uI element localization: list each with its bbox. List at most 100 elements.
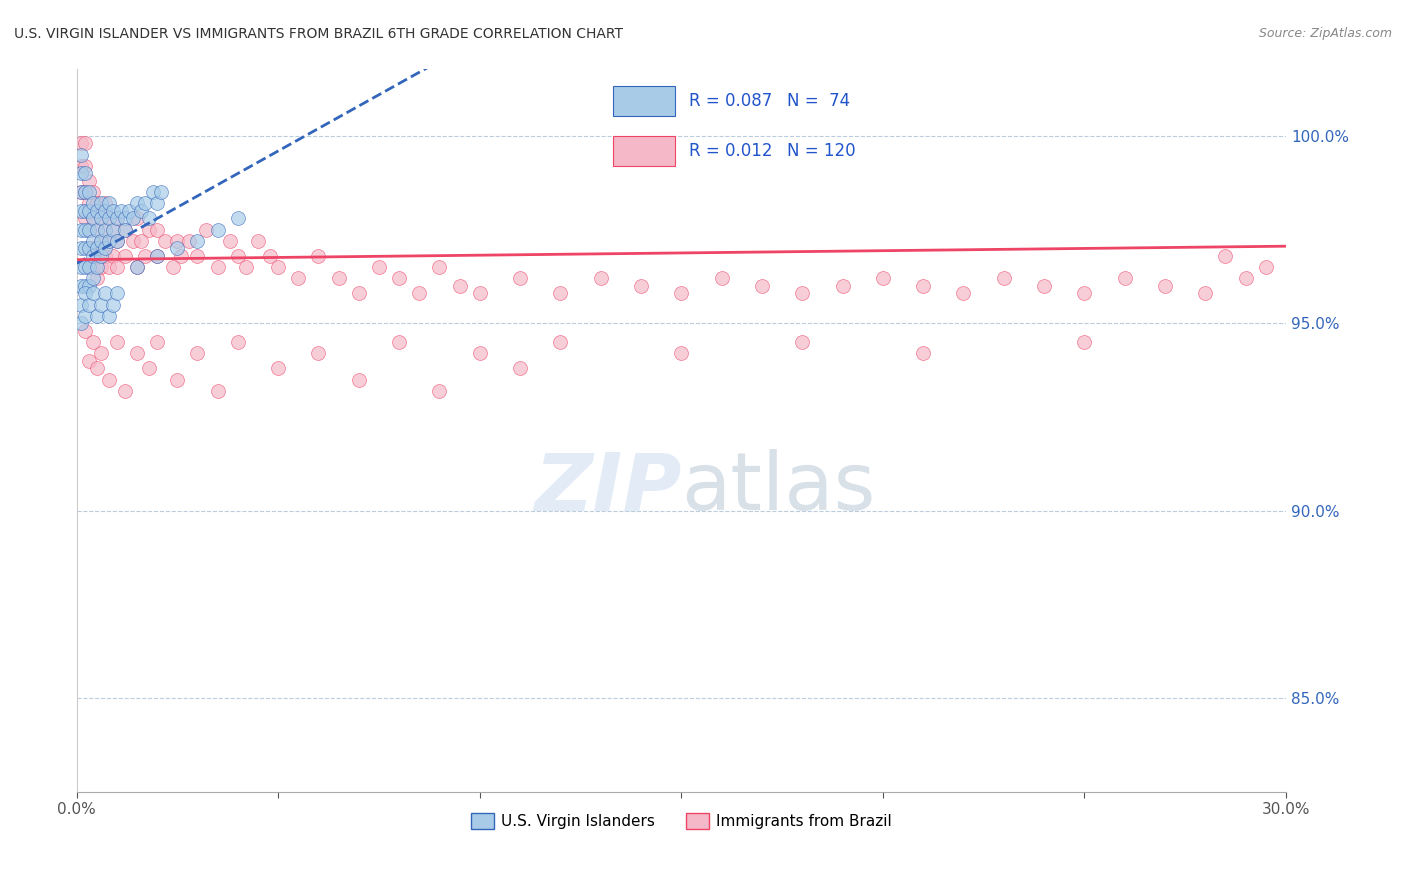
Point <box>138 361 160 376</box>
Point <box>267 361 290 376</box>
Point <box>90 211 112 226</box>
Point <box>97 234 120 248</box>
Point <box>97 309 120 323</box>
Point <box>194 223 217 237</box>
Point <box>671 346 693 360</box>
Point <box>367 260 389 275</box>
Point <box>218 234 240 248</box>
Point <box>146 223 169 237</box>
Point <box>912 279 935 293</box>
Point <box>73 309 96 323</box>
Point <box>134 249 156 263</box>
Point <box>69 279 91 293</box>
Point <box>73 324 96 338</box>
Point <box>86 223 108 237</box>
Point <box>138 223 160 237</box>
Point <box>94 223 117 237</box>
Point <box>82 249 104 263</box>
Point <box>97 196 120 211</box>
Point <box>114 211 136 226</box>
Point <box>170 249 193 263</box>
Point <box>77 185 100 199</box>
Point <box>86 242 108 256</box>
Point <box>114 223 136 237</box>
Point <box>73 166 96 180</box>
Point <box>122 234 145 248</box>
Point <box>105 234 128 248</box>
Point <box>142 185 165 199</box>
Point <box>73 185 96 199</box>
Point <box>1215 249 1237 263</box>
Point <box>155 234 177 248</box>
Text: atlas: atlas <box>682 449 876 527</box>
Point <box>82 211 104 226</box>
Point <box>125 260 148 275</box>
Point <box>77 260 100 275</box>
Point <box>86 361 108 376</box>
Point <box>114 249 136 263</box>
Text: U.S. VIRGIN ISLANDER VS IMMIGRANTS FROM BRAZIL 6TH GRADE CORRELATION CHART: U.S. VIRGIN ISLANDER VS IMMIGRANTS FROM … <box>14 27 623 41</box>
Point <box>82 234 104 248</box>
Point <box>671 286 693 301</box>
Point <box>751 279 773 293</box>
Point <box>69 147 91 161</box>
Point <box>69 242 91 256</box>
Point <box>110 204 132 219</box>
Point <box>77 196 100 211</box>
Point <box>73 204 96 219</box>
Point <box>226 249 249 263</box>
Point <box>408 286 430 301</box>
Point <box>69 317 91 331</box>
Point <box>90 211 112 226</box>
Point <box>77 242 100 256</box>
Point <box>550 335 572 350</box>
Point <box>97 260 120 275</box>
Point <box>235 260 257 275</box>
Point <box>77 223 100 237</box>
Point <box>207 223 229 237</box>
Point <box>146 335 169 350</box>
Point <box>1033 279 1056 293</box>
Point <box>186 249 208 263</box>
Point <box>347 286 370 301</box>
Point <box>122 211 145 226</box>
Point <box>77 242 100 256</box>
Point <box>118 204 141 219</box>
Point <box>101 223 124 237</box>
Point <box>912 346 935 360</box>
Point <box>166 242 188 256</box>
Point <box>589 271 612 285</box>
Point <box>328 271 350 285</box>
Point <box>73 260 96 275</box>
Text: N = 120: N = 120 <box>787 142 856 160</box>
Point <box>86 204 108 219</box>
Point <box>114 223 136 237</box>
Point <box>86 223 108 237</box>
Point <box>90 196 112 211</box>
Point <box>630 279 652 293</box>
Point <box>97 211 120 226</box>
Point <box>82 260 104 275</box>
Point <box>347 373 370 387</box>
Point <box>125 260 148 275</box>
Point <box>82 211 104 226</box>
Point <box>94 196 117 211</box>
Point <box>1234 271 1257 285</box>
Point <box>388 335 411 350</box>
Point <box>307 249 329 263</box>
Point <box>101 223 124 237</box>
Point <box>1073 335 1095 350</box>
Point <box>710 271 733 285</box>
Point <box>1154 279 1177 293</box>
Point <box>134 196 156 211</box>
Point <box>69 204 91 219</box>
Point <box>73 159 96 173</box>
Point <box>77 279 100 293</box>
Point <box>388 271 411 285</box>
Point <box>105 211 128 226</box>
Point <box>166 373 188 387</box>
FancyBboxPatch shape <box>613 136 675 166</box>
Point <box>69 159 91 173</box>
Point <box>468 286 491 301</box>
Point <box>105 286 128 301</box>
